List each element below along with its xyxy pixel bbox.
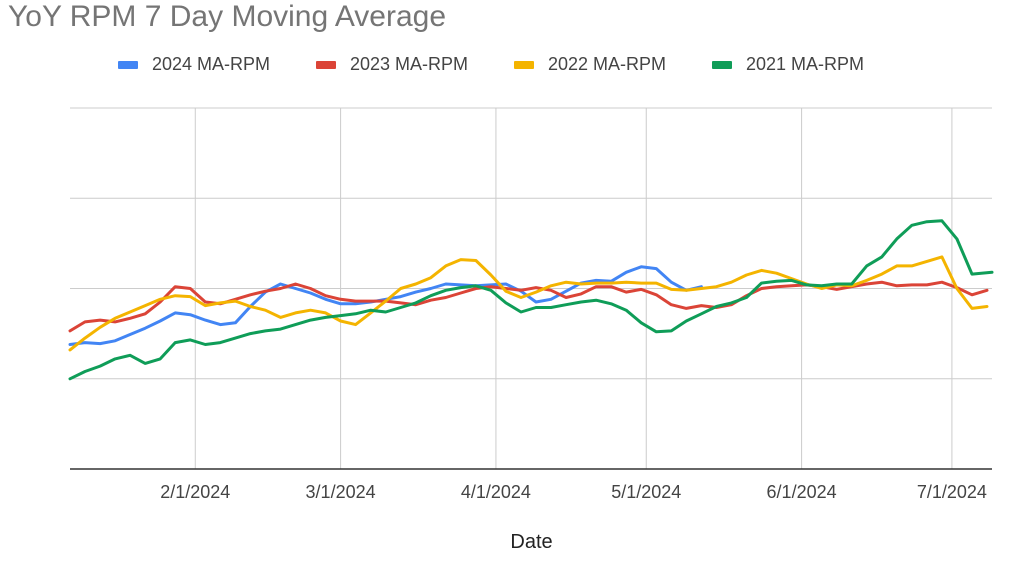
legend-item-2023[interactable]: 2023 MA-RPM: [316, 54, 468, 75]
x-axis-label: Date: [510, 531, 553, 553]
series-line-2021: [68, 219, 994, 381]
legend-swatch-2023: [316, 60, 336, 69]
legend-label-2021: 2021 MA-RPM: [746, 54, 865, 74]
legend-item-2024[interactable]: 2024 MA-RPM: [118, 54, 270, 75]
x-tick-label: 4/1/2024: [461, 482, 531, 502]
x-tick-label: 5/1/2024: [611, 482, 681, 502]
legend-swatch-2024: [118, 60, 138, 69]
legend-item-2022[interactable]: 2022 MA-RPM: [514, 54, 666, 75]
chart-legend: 2024 MA-RPM 2023 MA-RPM 2022 MA-RPM 2021…: [0, 54, 1023, 80]
legend-swatch-2021: [712, 60, 732, 69]
x-tick-label: 6/1/2024: [767, 482, 837, 502]
chart-title: YoY RPM 7 Day Moving Average: [8, 0, 447, 33]
series-line-2024: [68, 265, 703, 346]
x-tick-label: 7/1/2024: [917, 482, 987, 502]
x-tick-label: 2/1/2024: [160, 482, 230, 502]
legend-item-2021[interactable]: 2021 MA-RPM: [712, 54, 864, 75]
legend-label-2024: 2024 MA-RPM: [152, 54, 271, 74]
legend-label-2022: 2022 MA-RPM: [548, 54, 667, 74]
legend-swatch-2022: [514, 60, 534, 69]
x-tick-label: 3/1/2024: [306, 482, 376, 502]
legend-label-2023: 2023 MA-RPM: [350, 54, 469, 74]
